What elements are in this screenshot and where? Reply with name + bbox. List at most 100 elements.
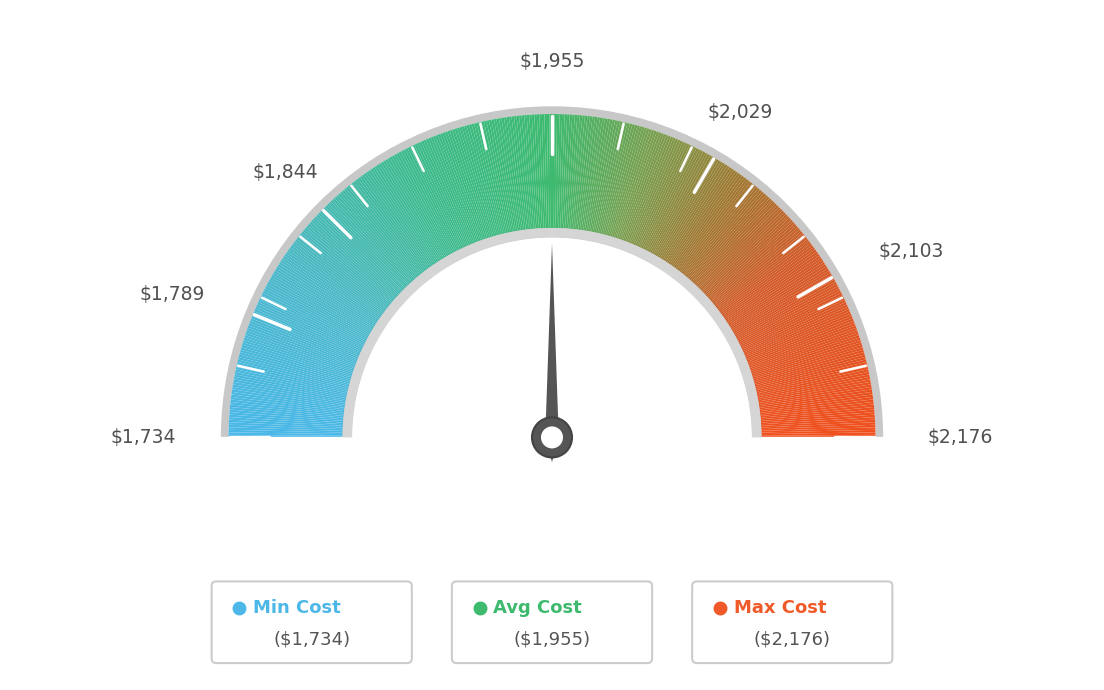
Wedge shape: [741, 297, 845, 348]
Wedge shape: [755, 362, 867, 390]
Wedge shape: [705, 218, 792, 297]
Wedge shape: [762, 435, 875, 437]
Wedge shape: [259, 297, 363, 348]
Text: $1,955: $1,955: [519, 52, 585, 71]
Wedge shape: [635, 141, 682, 246]
Wedge shape: [573, 116, 587, 229]
Wedge shape: [342, 228, 762, 437]
Wedge shape: [760, 397, 873, 413]
Wedge shape: [655, 155, 712, 255]
Wedge shape: [731, 268, 829, 329]
Wedge shape: [263, 290, 365, 344]
Wedge shape: [671, 171, 737, 266]
Wedge shape: [467, 125, 498, 235]
Wedge shape: [519, 115, 532, 229]
Wedge shape: [252, 314, 359, 359]
Wedge shape: [320, 210, 403, 292]
Wedge shape: [590, 119, 613, 232]
Text: $2,103: $2,103: [879, 241, 944, 261]
Wedge shape: [753, 347, 863, 381]
Wedge shape: [338, 193, 415, 280]
Wedge shape: [575, 116, 590, 229]
Wedge shape: [732, 273, 831, 332]
Wedge shape: [235, 369, 348, 395]
Wedge shape: [599, 122, 627, 234]
Wedge shape: [449, 130, 487, 239]
Wedge shape: [233, 380, 346, 402]
Wedge shape: [305, 227, 393, 303]
Wedge shape: [715, 235, 806, 308]
Wedge shape: [619, 131, 659, 240]
Wedge shape: [709, 224, 796, 300]
Wedge shape: [360, 176, 428, 269]
Wedge shape: [489, 119, 512, 232]
Wedge shape: [254, 309, 360, 356]
Wedge shape: [752, 340, 861, 376]
Wedge shape: [435, 135, 478, 242]
Wedge shape: [673, 175, 742, 268]
Text: $2,176: $2,176: [927, 428, 994, 447]
Wedge shape: [563, 115, 572, 228]
Wedge shape: [246, 331, 354, 370]
Wedge shape: [623, 133, 664, 241]
Wedge shape: [699, 207, 781, 289]
Wedge shape: [266, 284, 368, 339]
Wedge shape: [376, 164, 439, 262]
Wedge shape: [471, 124, 501, 235]
Wedge shape: [341, 226, 763, 437]
Wedge shape: [718, 239, 809, 310]
Wedge shape: [609, 126, 643, 236]
Wedge shape: [713, 231, 803, 305]
Circle shape: [541, 426, 563, 449]
Wedge shape: [294, 241, 385, 312]
Wedge shape: [659, 159, 719, 258]
Wedge shape: [422, 141, 469, 246]
Wedge shape: [309, 221, 396, 299]
Wedge shape: [487, 120, 511, 233]
Wedge shape: [603, 124, 633, 235]
Wedge shape: [665, 164, 728, 262]
Wedge shape: [350, 236, 754, 437]
Wedge shape: [736, 284, 838, 339]
Wedge shape: [686, 188, 761, 277]
Wedge shape: [666, 166, 730, 262]
Wedge shape: [282, 258, 378, 322]
Wedge shape: [381, 161, 443, 259]
Wedge shape: [754, 350, 864, 382]
Wedge shape: [586, 119, 607, 231]
Wedge shape: [230, 404, 343, 417]
Wedge shape: [297, 237, 388, 309]
Wedge shape: [255, 306, 360, 354]
Wedge shape: [301, 231, 391, 305]
Wedge shape: [367, 171, 433, 266]
Wedge shape: [524, 115, 535, 228]
Wedge shape: [708, 221, 795, 299]
Wedge shape: [676, 176, 744, 269]
Text: $1,789: $1,789: [139, 285, 204, 304]
Wedge shape: [355, 179, 426, 271]
Text: ($1,734): ($1,734): [273, 630, 350, 648]
Wedge shape: [722, 249, 817, 317]
Wedge shape: [237, 359, 349, 388]
Wedge shape: [725, 255, 821, 321]
Wedge shape: [678, 179, 749, 271]
Wedge shape: [555, 114, 560, 228]
Wedge shape: [760, 389, 872, 408]
Wedge shape: [316, 214, 401, 294]
Wedge shape: [311, 219, 397, 297]
Wedge shape: [657, 158, 716, 257]
Wedge shape: [746, 318, 853, 362]
Wedge shape: [280, 260, 376, 324]
Wedge shape: [414, 144, 465, 248]
Wedge shape: [469, 124, 500, 235]
Wedge shape: [668, 168, 734, 264]
Wedge shape: [374, 166, 438, 262]
Wedge shape: [405, 148, 458, 250]
Wedge shape: [550, 114, 552, 228]
Wedge shape: [245, 333, 353, 371]
Wedge shape: [229, 435, 342, 437]
Wedge shape: [583, 117, 603, 230]
Wedge shape: [735, 279, 836, 337]
Wedge shape: [761, 404, 874, 417]
Wedge shape: [231, 402, 343, 416]
